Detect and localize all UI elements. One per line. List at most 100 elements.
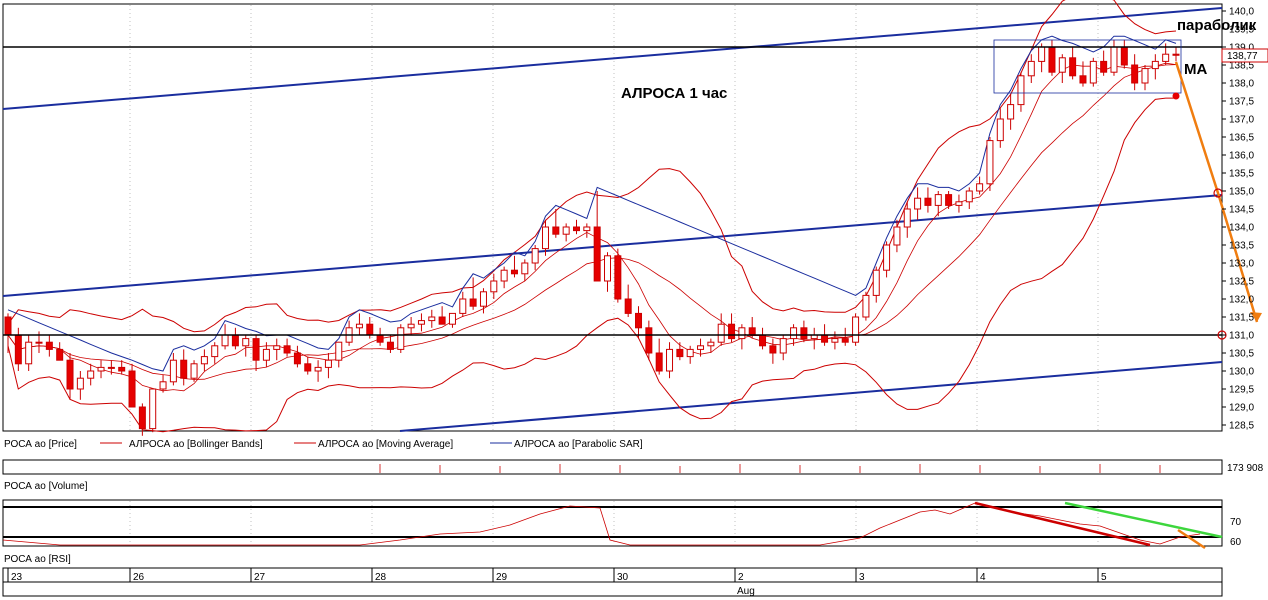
candle-body [355,323,363,329]
candle-body [304,363,312,372]
y-tick-label: 132,5 [1229,277,1254,288]
volume-label: РОСА ао [Volume] [4,481,88,492]
candle-body [655,352,663,372]
candle-body [821,334,829,343]
candle-body [934,194,942,206]
candle-body [1141,68,1149,84]
volume-panel[interactable] [2,459,1223,475]
candle-body [914,197,922,210]
candle-body [45,341,53,350]
y-tick-label: 131,0 [1229,331,1254,342]
legend-sar: АЛРОСА ао [Parabolic SAR] [514,439,643,450]
candle-body [562,226,570,235]
candle-body [1089,60,1097,84]
candle-body [697,345,705,350]
trend-channels [2,7,1223,432]
candle-body [66,359,74,390]
y-tick-label: 130,5 [1229,349,1254,360]
y-tick-label: 139,5 [1229,25,1254,36]
y-tick-label: 136,0 [1229,151,1254,162]
x-tick-label: 30 [617,572,629,583]
y-tick-label: 130,0 [1229,367,1254,378]
y-tick-label: 138,5 [1229,61,1254,72]
x-tick-label: 3 [859,572,865,583]
candle-body [407,323,415,329]
candle-body [97,366,105,372]
candle-body [831,338,839,343]
x-tick-label: 2 [738,572,744,583]
candle-body [438,316,446,325]
y-tick-label: 138,0 [1229,79,1254,90]
candle-body [748,327,756,336]
candle-body [1172,53,1180,56]
candle-body [1162,53,1170,62]
y-tick-label: 133,5 [1229,241,1254,252]
bollinger-bands [7,0,1177,433]
candle-body [479,291,487,307]
volume-bars [379,464,1161,473]
candle-body [4,316,12,336]
y-tick-label: 135,0 [1229,187,1254,198]
candle-body [924,197,932,206]
candle-body [459,298,467,314]
projection-arrowhead [1250,312,1262,322]
candle-body [996,118,1004,142]
y-tick-label: 129,0 [1229,403,1254,414]
rsi-tick-70: 70 [1230,517,1242,528]
candle-body [417,320,425,325]
candle-body [1027,60,1035,77]
candle-body [1110,46,1118,73]
moving-average-line [7,62,1177,392]
candle-body [200,356,208,365]
candle-body [490,280,498,293]
candle-body [366,323,374,336]
time-x-axis: 23 26 27 28 29 30 2 3 4 5 [3,568,1222,583]
candle-body [872,269,880,296]
candle-body [1058,57,1066,73]
candle-body [397,327,405,350]
candle-body [955,201,963,206]
chart-title: АЛРОСА 1 час [621,85,727,102]
candle-body [635,312,643,329]
y-tick-label: 134,5 [1229,205,1254,216]
sar-dot [1172,92,1180,100]
consolidation-box [993,39,1182,94]
rsi-projection [1177,528,1206,550]
parabolic-sar-line [7,35,1177,372]
candle-body [428,316,436,322]
y-tick-label: 134,0 [1229,223,1254,234]
legend: РОСА ао [Price] АЛРОСА ао [Bollinger Ban… [4,439,643,450]
candle-body [666,348,674,372]
candle-body [221,334,229,347]
candle-body [1038,46,1046,62]
candle-body [107,366,115,369]
candle-body [1048,46,1056,73]
candle-body [541,226,549,250]
bollinger-lower [7,97,1176,433]
rsi-line [2,502,1201,546]
y-tick-label: 129,5 [1229,385,1254,396]
legend-bollinger: АЛРОСА ао [Bollinger Bands] [129,439,263,450]
rsi-label: РОСА ао [RSI] [4,554,71,565]
candle-body [593,226,601,282]
y-tick-label: 133,0 [1229,259,1254,270]
candle-body [324,359,332,368]
price-candles [4,39,1180,436]
candle-body [800,327,808,340]
channel-upper-line [2,7,1223,110]
candle-body [604,255,612,282]
candle-body [252,338,260,361]
candle-body [728,323,736,340]
candle-body [624,298,632,314]
x-tick-label: 27 [254,572,266,583]
candle-body [169,359,177,383]
candle-body [211,345,219,358]
candle-body [645,327,653,354]
candle-body [118,366,126,372]
candle-body [1120,46,1128,66]
projection-arrow [1174,61,1259,323]
x-tick-label: 28 [375,572,387,583]
candle-body [242,338,250,347]
bollinger-upper [7,0,1177,333]
candle-body [759,334,767,347]
